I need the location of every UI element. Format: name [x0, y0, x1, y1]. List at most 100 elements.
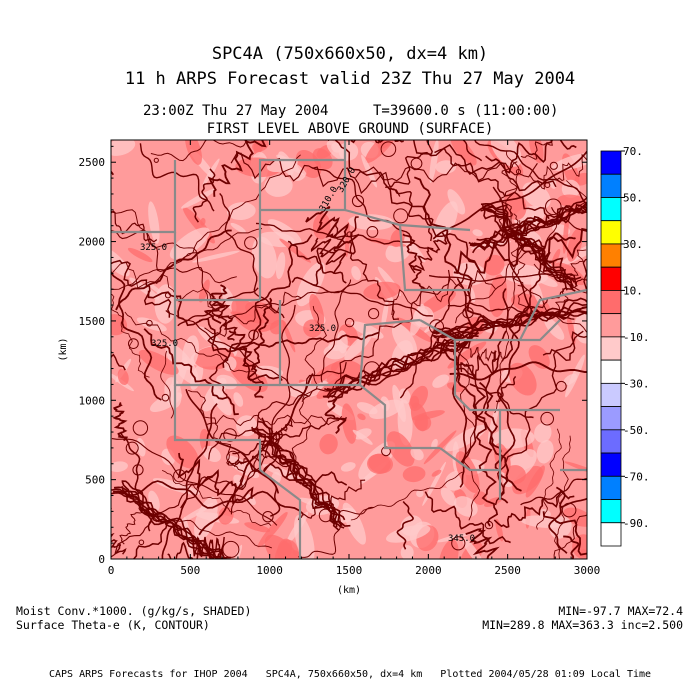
- field-patch: [381, 299, 389, 329]
- x-tick-label: 1000: [256, 564, 283, 577]
- contour-line: [111, 210, 158, 243]
- field-patch: [127, 247, 153, 263]
- field-patch: [525, 465, 545, 498]
- field-patch: [433, 201, 458, 243]
- field-patch: [309, 293, 325, 327]
- contour-label: 325.0: [151, 339, 178, 349]
- state-border-line: [258, 158, 345, 210]
- y-axis-label: (km): [58, 337, 69, 361]
- field-patch: [341, 403, 357, 444]
- contour-cell: [515, 169, 522, 175]
- contour-line: [355, 162, 538, 183]
- contour-line: [520, 477, 587, 506]
- colorbar-cell: [600, 475, 622, 500]
- state-border-line: [258, 140, 347, 300]
- contour-line: [465, 528, 505, 559]
- colorbar-cell: [600, 313, 622, 338]
- contour-line: [520, 140, 553, 160]
- contour-line: [310, 237, 347, 275]
- contour-line: [177, 452, 254, 505]
- x-tick-label: 500: [180, 564, 200, 577]
- contour-line: [385, 140, 433, 188]
- contour-line: [554, 435, 571, 559]
- field-patch: [357, 413, 366, 421]
- field-patch: [495, 518, 504, 542]
- colorbar-cell: [600, 243, 622, 268]
- field-patch: [148, 490, 160, 511]
- contour-cell: [132, 464, 144, 476]
- colorbar: 70. 50. 30. 10. -10. -30. -50. -70. -90.: [600, 145, 650, 547]
- colorbar-cell: [600, 452, 622, 477]
- contour-line: [454, 367, 534, 419]
- field-patch: [391, 340, 414, 371]
- field-patch: [490, 428, 535, 449]
- contour-field-label: Surface Theta-e (K, CONTOUR): [16, 618, 210, 632]
- colorbar-label: -10.: [623, 331, 650, 344]
- contour-line: [548, 486, 568, 554]
- contour-line-dense: [438, 307, 587, 339]
- contour-line: [111, 438, 278, 526]
- contour-cell: [223, 428, 237, 442]
- chart-title: SPC4A (750x660x50, dx=4 km): [211, 44, 489, 64]
- colorbar-cell: [600, 429, 622, 454]
- field-patch: [190, 364, 204, 390]
- field-patch: [416, 489, 424, 498]
- state-border-line: [259, 469, 302, 559]
- field-patch: [423, 430, 457, 465]
- contour-line: [408, 232, 448, 274]
- contour-line: [231, 331, 380, 351]
- contour-line: [250, 297, 273, 371]
- field-patch: [368, 453, 394, 474]
- colorbar-cell: [600, 382, 622, 407]
- contour-line: [397, 117, 555, 130]
- moist-convergence-field: [111, 140, 587, 559]
- field-patch: [348, 214, 395, 231]
- contour-line: [434, 97, 478, 122]
- contour-cell: [346, 231, 353, 238]
- state-border-line: [439, 447, 502, 500]
- contour-line: [528, 278, 587, 315]
- contour-line: [161, 403, 218, 559]
- field-patch: [202, 158, 220, 187]
- contour-label: 325.0: [140, 243, 167, 253]
- contour-cell: [451, 536, 466, 551]
- x-tick-label: 3000: [574, 564, 601, 577]
- contour-cell: [366, 226, 379, 238]
- field-patch: [363, 281, 401, 300]
- model-time-label: T=39600.0 s (11:00:00): [373, 103, 559, 119]
- shaded-stats: MIN=-97.7 MAX=72.4: [558, 604, 683, 618]
- field-patch: [244, 522, 271, 533]
- contour-line: [469, 383, 499, 527]
- field-patch: [432, 374, 450, 388]
- field-patch: [431, 469, 442, 477]
- colorbar-cell: [600, 359, 622, 384]
- field-patch: [386, 524, 431, 543]
- contour-line: [113, 480, 304, 515]
- field-patch: [319, 433, 338, 455]
- contour-cell: [545, 198, 562, 216]
- contour-line-dense: [469, 205, 587, 249]
- field-patch: [230, 222, 246, 233]
- field-patch: [235, 157, 281, 178]
- contour-cell: [410, 157, 423, 170]
- contour-line: [204, 291, 302, 337]
- x-tick-label: 0: [108, 564, 115, 577]
- field-patch: [490, 140, 522, 167]
- valid-time-label: 23:00Z Thu 27 May 2004: [143, 103, 329, 119]
- contour-line: [485, 140, 577, 174]
- contour-cell: [226, 450, 240, 464]
- colorbar-cell: [600, 290, 622, 315]
- field-patch: [557, 194, 587, 208]
- contour-cell: [540, 411, 555, 426]
- field-patch: [544, 317, 565, 340]
- field-patch: [400, 545, 414, 559]
- field-patch: [472, 229, 483, 237]
- contour-line: [139, 143, 215, 212]
- contour-cell: [429, 319, 444, 335]
- contour-line: [198, 373, 314, 536]
- x-tick-label: 2000: [415, 564, 442, 577]
- field-patch: [111, 461, 128, 473]
- field-patch: [352, 429, 373, 445]
- state-border-line: [519, 288, 587, 341]
- field-patch: [410, 447, 424, 461]
